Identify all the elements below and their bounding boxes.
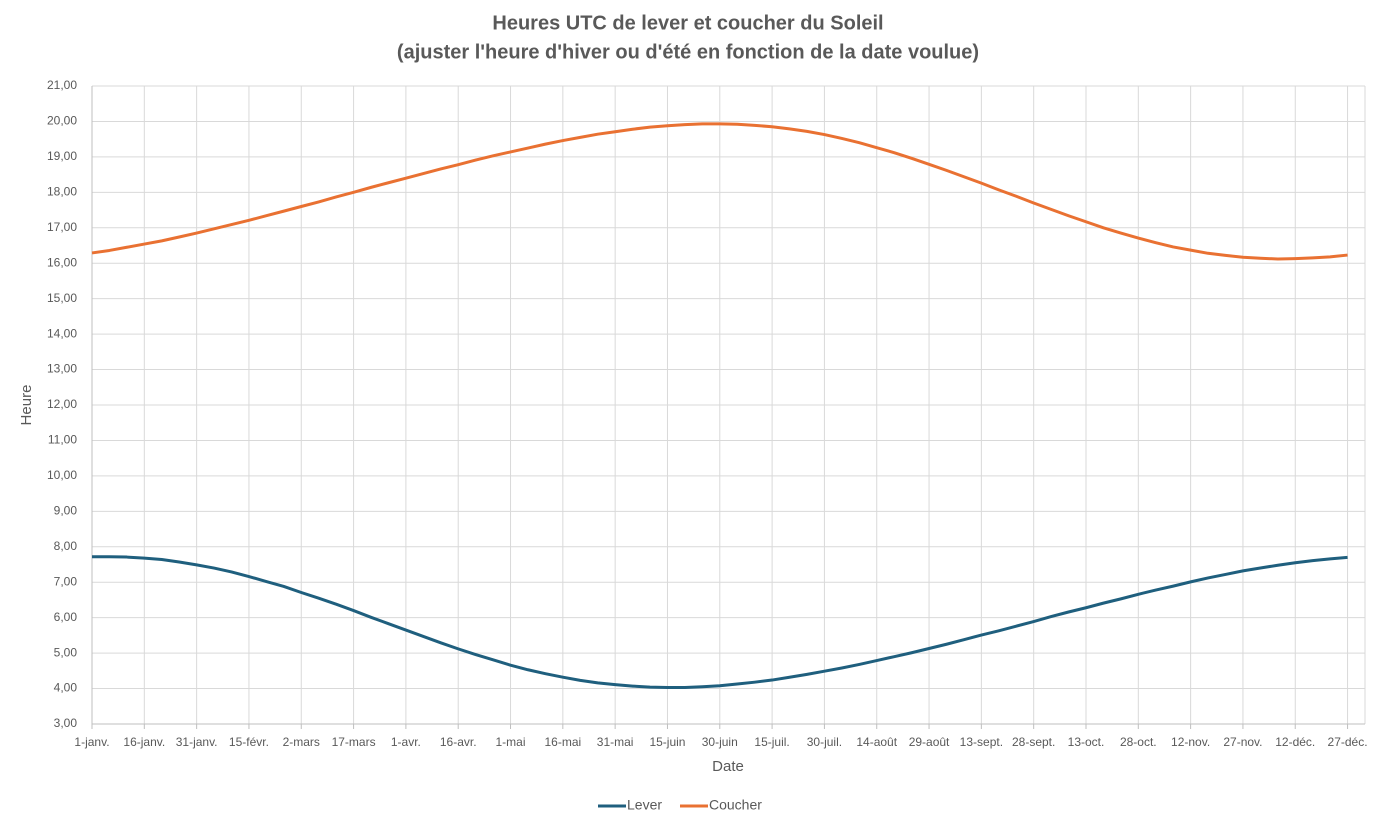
x-tick-label: 27-nov. bbox=[1223, 735, 1262, 749]
x-tick-label: 15-juin bbox=[649, 735, 685, 749]
chart-subtitle: (ajuster l'heure d'hiver ou d'été en fon… bbox=[397, 41, 979, 63]
x-tick-label: 17-mars bbox=[332, 735, 376, 749]
x-tick-label: 31-mai bbox=[597, 735, 634, 749]
x-tick-label: 13-sept. bbox=[960, 735, 1003, 749]
x-tick-label: 28-oct. bbox=[1120, 735, 1157, 749]
y-tick-label: 9,00 bbox=[54, 504, 78, 518]
y-tick-label: 15,00 bbox=[47, 291, 77, 305]
x-tick-label: 1-avr. bbox=[391, 735, 421, 749]
x-tick-label: 28-sept. bbox=[1012, 735, 1055, 749]
x-tick-label: 14-août bbox=[856, 735, 897, 749]
x-tick-label: 30-juil. bbox=[807, 735, 842, 749]
y-tick-label: 13,00 bbox=[47, 362, 77, 376]
x-tick-label: 2-mars bbox=[283, 735, 320, 749]
x-tick-label: 12-nov. bbox=[1171, 735, 1210, 749]
y-tick-label: 4,00 bbox=[54, 681, 78, 695]
x-tick-label: 1-janv. bbox=[74, 735, 109, 749]
legend-label: Lever bbox=[627, 797, 662, 813]
y-tick-label: 18,00 bbox=[47, 185, 77, 199]
series-line bbox=[91, 122, 1348, 261]
legend-label: Coucher bbox=[709, 797, 762, 813]
y-tick-label: 12,00 bbox=[47, 397, 77, 411]
x-tick-label: 16-janv. bbox=[123, 735, 165, 749]
y-axis-title: Heure bbox=[18, 385, 35, 426]
y-tick-label: 8,00 bbox=[54, 539, 78, 553]
x-tick-label: 15-févr. bbox=[229, 735, 269, 749]
x-tick-label: 13-oct. bbox=[1068, 735, 1105, 749]
x-tick-label: 27-déc. bbox=[1328, 735, 1368, 749]
y-tick-label: 3,00 bbox=[54, 716, 78, 730]
y-tick-label: 20,00 bbox=[47, 114, 77, 128]
x-tick-label: 16-mai bbox=[544, 735, 581, 749]
x-axis-title: Date bbox=[712, 758, 744, 775]
x-tick-label: 31-janv. bbox=[176, 735, 218, 749]
y-tick-label: 14,00 bbox=[47, 326, 77, 340]
x-tick-label: 29-août bbox=[909, 735, 950, 749]
y-tick-label: 17,00 bbox=[47, 220, 77, 234]
series-line bbox=[92, 555, 1348, 689]
y-tick-label: 21,00 bbox=[47, 78, 77, 92]
y-tick-label: 19,00 bbox=[47, 149, 77, 163]
y-tick-label: 10,00 bbox=[47, 468, 77, 482]
y-tick-label: 7,00 bbox=[54, 574, 78, 588]
y-tick-label: 16,00 bbox=[47, 255, 77, 269]
chart-title: Heures UTC de lever et coucher du Soleil bbox=[492, 12, 883, 34]
y-tick-label: 11,00 bbox=[48, 433, 77, 447]
y-tick-label: 5,00 bbox=[54, 645, 78, 659]
y-tick-label: 6,00 bbox=[54, 610, 78, 624]
x-tick-label: 30-juin bbox=[702, 735, 738, 749]
x-tick-label: 1-mai bbox=[496, 735, 526, 749]
x-tick-label: 12-déc. bbox=[1275, 735, 1315, 749]
x-tick-label: 15-juil. bbox=[754, 735, 789, 749]
x-tick-label: 16-avr. bbox=[440, 735, 477, 749]
